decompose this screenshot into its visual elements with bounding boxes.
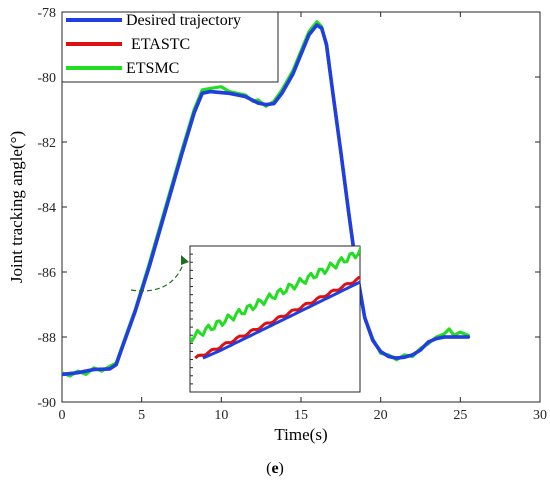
x-axis-title: Time(s) <box>274 425 327 444</box>
y-tick-label: -88 <box>37 331 56 346</box>
y-tick-label: -84 <box>37 201 56 216</box>
x-tick-label: 20 <box>374 408 388 423</box>
legend: Desired trajectory ETASTC ETSMC <box>61 11 279 83</box>
series-line-0 <box>62 23 471 377</box>
y-tick-label: -82 <box>37 136 56 151</box>
zoom-arrow <box>130 261 185 292</box>
y-tick-label: -78 <box>37 6 56 21</box>
legend-label-etsmc: ETSMC <box>126 60 179 77</box>
legend-box <box>61 11 279 83</box>
x-tick-label: 25 <box>453 408 467 423</box>
figure-caption: (e) <box>266 460 284 477</box>
inset-ticks <box>190 253 193 385</box>
x-tick-label: 0 <box>59 408 66 423</box>
inset-series-line-0 <box>202 280 360 360</box>
zoom-arrow-head <box>181 255 189 265</box>
x-tick-label: 15 <box>294 408 308 423</box>
x-tick-label: 5 <box>138 408 145 423</box>
legend-label-desired: Desired trajectory <box>126 12 241 29</box>
x-tick-label: 10 <box>214 408 228 423</box>
inset-series-layer <box>190 246 360 360</box>
y-tick-label: -86 <box>37 266 56 281</box>
x-tick-label: 30 <box>533 408 547 423</box>
y-tick-label: -90 <box>37 396 56 411</box>
zoom-inset <box>189 245 361 393</box>
y-axis-title: Joint tracking angle(°) <box>7 131 26 283</box>
series-layer <box>62 20 471 378</box>
inset-series-line-1 <box>194 275 360 360</box>
axis-ticks: 0 5 10 15 20 25 30 -90 -88 -86 -84 -82 -80 -78 <box>37 6 547 423</box>
legend-label-etastc: ETASTC <box>131 36 190 53</box>
y-tick-label: -80 <box>37 71 56 86</box>
inset-series-line-2 <box>190 246 360 343</box>
